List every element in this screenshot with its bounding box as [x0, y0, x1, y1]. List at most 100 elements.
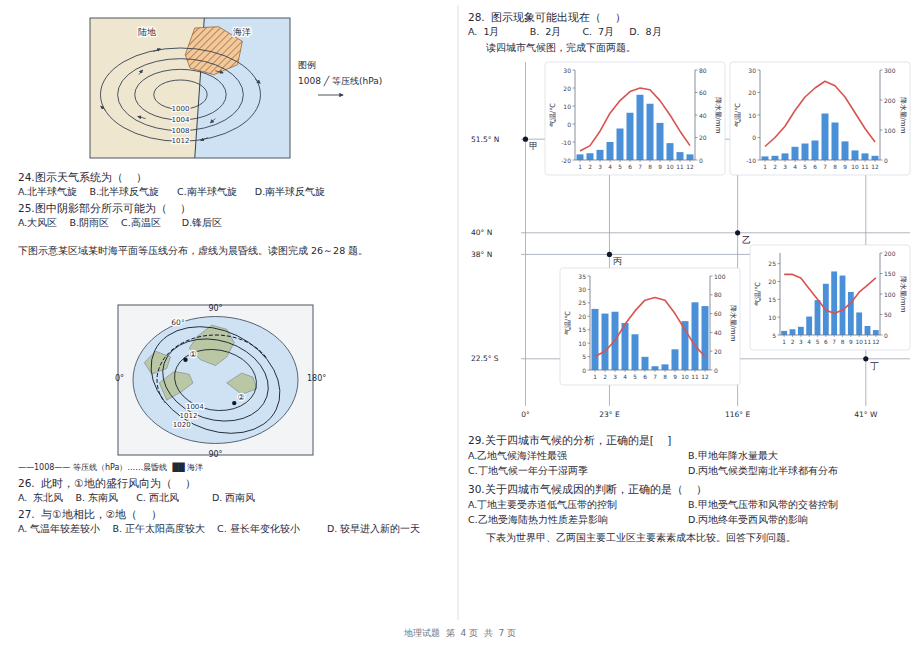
x-tick-label: 1: [593, 374, 597, 380]
question-line: B.甲地受气压带和风带的交替控制: [688, 499, 838, 510]
legend-title: 图例: [298, 60, 316, 70]
question-line: 30.关于四城市气候成因的判断，正确的是（ ）: [468, 483, 707, 495]
y2-tick: [710, 313, 713, 314]
precip-bar: [782, 153, 789, 160]
figure-border: [90, 18, 290, 158]
figure-border: [118, 305, 313, 455]
x-tick: [605, 370, 606, 372]
x-tick-label: 12: [686, 164, 694, 170]
y-tick: [778, 335, 781, 336]
question-line: 下图示意某区域某时海平面等压线分布，虚线为晨昏线。读图完成 26～28 题。: [18, 245, 368, 256]
climate-chart: 0510152025303502040608010012345678910111…: [560, 268, 740, 385]
question-line: A. 1月 B. 2月 C. 7月 D. 8月: [468, 26, 662, 37]
precip-bar: [802, 144, 809, 161]
isobar: [152, 326, 279, 434]
label: 0°: [115, 374, 124, 383]
y-tick-label: 10: [563, 103, 571, 110]
climate-chart: -1001020300100200300123456789101112气温/℃降…: [730, 62, 910, 175]
y-tick-label: -10: [561, 139, 571, 146]
precip-bar: [672, 349, 679, 370]
y-tick-label: 0: [752, 134, 756, 141]
question-line: A.北半球气旋 B.北半球反气旋 C.南半球气旋 D.南半球反气旋: [18, 186, 325, 197]
x-axis-line: [780, 335, 880, 336]
x-tick: [650, 160, 651, 162]
y2-tick-label: 40: [714, 329, 722, 336]
y-axis-line: [590, 276, 591, 370]
x-tick-label: 5: [803, 164, 807, 170]
precip-bar: [637, 95, 644, 160]
x-tick-label: 5: [618, 164, 622, 170]
isobar-label: 1000: [172, 105, 190, 113]
x-axis-line: [575, 160, 695, 161]
y-tick-label: -10: [746, 157, 756, 164]
x-tick: [675, 370, 676, 372]
x-tick-label: 12: [701, 374, 709, 380]
y2-tick: [710, 370, 713, 371]
x-tick: [784, 335, 785, 337]
y-tick-label: 20: [563, 85, 571, 92]
temperature-line: [784, 274, 876, 313]
y-tick-label: 5: [582, 353, 586, 360]
precip-bar: [677, 152, 684, 160]
y-tick-label: 20: [748, 89, 756, 96]
x-tick: [600, 160, 601, 162]
y-tick-label: 30: [578, 286, 586, 293]
precip-bar: [652, 366, 659, 370]
y-axis-title: 气温/℃: [549, 103, 557, 127]
y-axis-line: [575, 70, 576, 160]
precip-bar: [792, 147, 799, 160]
y2-tick-label: 80: [714, 291, 722, 298]
chart-background: [730, 62, 910, 175]
x-tick: [665, 370, 666, 372]
x-tick: [615, 370, 616, 372]
precip-bar: [642, 357, 649, 370]
y2-tick: [695, 92, 698, 93]
x-axis-line: [590, 370, 710, 371]
precip-bar: [617, 129, 624, 161]
isobar-label: 1008: [172, 127, 190, 135]
y2-tick-label: 100: [714, 273, 726, 280]
divider: [458, 5, 459, 620]
precip-bar: [872, 156, 879, 160]
y-tick-label: 5: [772, 332, 776, 339]
x-tick: [792, 335, 793, 337]
y-tick-label: 30: [563, 67, 571, 74]
y-tick: [758, 115, 761, 116]
question-line: 读四城市气候图，完成下面两题。: [486, 42, 636, 53]
wind-arrow: [139, 70, 143, 75]
x-tick: [685, 370, 686, 372]
wind-arrow: [153, 49, 160, 52]
city-marker: [607, 252, 612, 257]
x-tick-label: 10: [681, 374, 689, 380]
x-tick-label: 2: [603, 374, 607, 380]
temperature-line: [580, 88, 690, 151]
x-tick-label: 4: [793, 164, 797, 170]
city-label: 丁: [870, 361, 879, 371]
y-tick: [588, 356, 591, 357]
y-tick-label: 10: [768, 314, 776, 321]
y-tick: [588, 343, 591, 344]
precip-bar: [842, 141, 849, 160]
x-tick: [620, 160, 621, 162]
y2-tick-label: 0: [699, 157, 703, 164]
x-tick-label: 5: [633, 374, 637, 380]
longitude-label: 23° E: [599, 410, 620, 419]
precip-bar: [632, 334, 639, 370]
x-tick: [805, 160, 806, 162]
y2-tick: [710, 332, 713, 333]
y2-tick-label: 40: [699, 112, 707, 119]
figure-legend: ——1008—— 等压线（hPa）……晨昏线 ██ 海洋: [18, 462, 203, 472]
y2-axis-title: 降水量/mm: [899, 97, 907, 134]
x-tick-label: 11: [861, 164, 869, 170]
x-tick-label: 8: [833, 164, 837, 170]
precip-bar: [831, 271, 837, 335]
temperature-line: [595, 297, 705, 356]
precip-bar: [587, 153, 594, 160]
y-tick-label: 10: [578, 340, 586, 347]
x-tick: [875, 160, 876, 162]
label: 180°: [307, 374, 326, 383]
x-tick-label: 4: [608, 164, 612, 170]
location-marker: [232, 401, 236, 405]
isobar-label: 1004: [186, 403, 204, 411]
precip-bar: [862, 153, 869, 160]
